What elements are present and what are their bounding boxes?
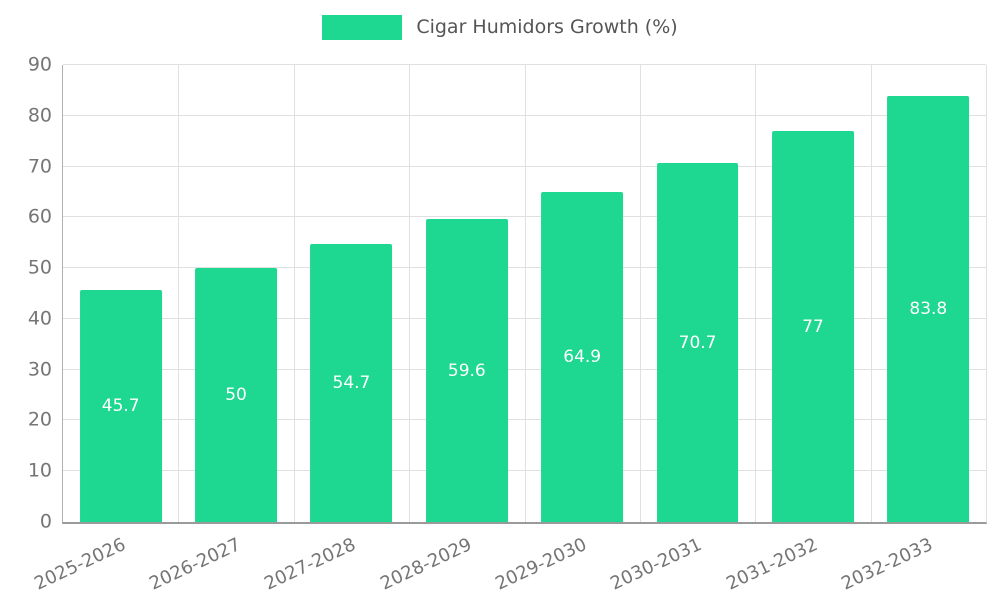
- x-tick-label: 2028-2029: [376, 534, 475, 595]
- bar-value-label: 45.7: [101, 395, 140, 416]
- y-tick-label: 40: [27, 307, 52, 330]
- bar-value-label: 83.8: [909, 299, 948, 320]
- bar-2031-2032: 77: [771, 131, 854, 522]
- v-gridline: [755, 65, 757, 522]
- y-tick-label: 10: [27, 459, 52, 482]
- bar-value-label: 64.9: [563, 347, 602, 368]
- bar-value-label: 50: [225, 385, 247, 406]
- v-gridline: [639, 65, 641, 522]
- y-tick-label: 20: [27, 408, 52, 431]
- v-gridline: [524, 65, 526, 522]
- bar-value-label: 70.7: [678, 332, 717, 353]
- y-tick-label: 70: [27, 155, 52, 178]
- bar-value-label: 59.6: [447, 360, 486, 381]
- x-tick-label: 2025-2026: [30, 534, 129, 595]
- legend-color-swatch: [322, 14, 403, 40]
- y-tick-label: 50: [27, 256, 52, 279]
- bar-2025-2026: 45.7: [79, 289, 162, 522]
- x-axis: 2025-2026 2026-2027 2027-2028 2028-2029 2029…: [31, 526, 985, 598]
- legend-label: Cigar Humidors Growth (%): [416, 16, 678, 38]
- x-tick-label: 2029-2030: [492, 534, 591, 595]
- bar-value-label: 54.7: [332, 373, 371, 394]
- x-tick-label: 2030-2031: [607, 534, 706, 595]
- y-tick-label: 30: [27, 358, 52, 381]
- y-tick-label: 80: [27, 104, 52, 127]
- bar-2027-2028: 54.7: [310, 244, 393, 522]
- v-gridline: [409, 65, 411, 522]
- y-tick-label: 60: [27, 205, 52, 228]
- bar-2032-2033: 83.8: [887, 96, 970, 522]
- h-gridline: [63, 64, 986, 65]
- x-tick-label: 2032-2033: [838, 534, 937, 595]
- bar-2030-2031: 70.7: [656, 163, 739, 522]
- chart-legend[interactable]: Cigar Humidors Growth (%): [0, 13, 1000, 41]
- plot-area: 45.7 50 54.7 59.6 64.9 70.7 77 83.8: [62, 64, 987, 524]
- v-gridline: [870, 65, 872, 522]
- x-tick-label: 2031-2032: [723, 534, 821, 595]
- v-gridline: [293, 65, 295, 522]
- y-axis: 0 10 20 30 40 50 60 70 80 90: [0, 55, 52, 531]
- bar-2026-2027: 50: [195, 268, 278, 522]
- bar-2028-2029: 59.6: [425, 219, 508, 522]
- y-tick-label: 90: [27, 53, 52, 76]
- bar-2029-2030: 64.9: [541, 192, 624, 522]
- x-tick-label: 2026-2027: [146, 534, 244, 595]
- y-tick-label: 0: [39, 510, 52, 533]
- v-gridline: [178, 65, 180, 522]
- x-tick-label: 2027-2028: [261, 534, 360, 595]
- bar-value-label: 77: [802, 316, 824, 337]
